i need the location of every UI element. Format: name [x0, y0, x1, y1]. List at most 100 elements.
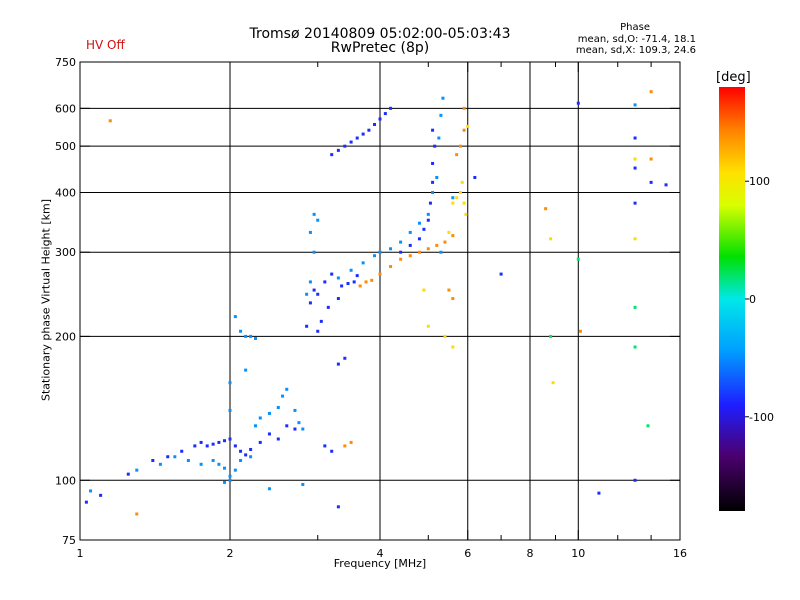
data-point: [305, 324, 309, 328]
y-tick-label: 400: [55, 186, 76, 199]
data-point: [633, 166, 637, 170]
data-point: [166, 455, 170, 459]
data-point: [633, 478, 637, 482]
data-point: [373, 123, 377, 127]
data-point: [326, 305, 330, 309]
data-point: [649, 180, 653, 184]
data-point: [158, 462, 162, 466]
data-point: [173, 455, 177, 459]
data-point: [408, 230, 412, 234]
data-point: [211, 442, 215, 446]
data-point: [308, 301, 312, 305]
data-point: [443, 240, 447, 244]
data-point: [389, 106, 393, 110]
data-point: [462, 106, 466, 110]
data-point: [361, 261, 365, 265]
data-point: [378, 250, 382, 254]
data-point: [399, 257, 403, 261]
data-point: [349, 140, 353, 144]
data-point: [217, 440, 221, 444]
phase-colorbar: [719, 87, 745, 511]
data-point: [228, 474, 232, 478]
data-point: [336, 362, 340, 366]
data-point: [267, 411, 271, 415]
data-point: [233, 468, 237, 472]
data-point: [308, 280, 312, 284]
data-point: [460, 180, 464, 184]
x-tick-label: 1: [77, 547, 84, 560]
data-point: [499, 272, 503, 276]
data-point: [267, 432, 271, 436]
colorbar-tick-label: 100: [749, 175, 770, 188]
data-point: [646, 424, 650, 428]
data-point: [422, 288, 426, 292]
data-point: [361, 132, 365, 136]
data-point: [451, 297, 455, 301]
data-point: [578, 329, 582, 333]
data-point: [323, 444, 327, 448]
data-point: [316, 292, 320, 296]
data-point: [228, 437, 232, 441]
data-point: [633, 305, 637, 309]
data-point: [336, 297, 340, 301]
phase-mean-x-mode: mean, sd,X: 109.3, 24.6: [575, 45, 696, 56]
data-point: [276, 405, 280, 409]
data-point: [316, 218, 320, 222]
data-point: [223, 466, 227, 470]
data-point: [435, 243, 439, 247]
data-point: [462, 128, 466, 132]
y-tick-label: 75: [62, 534, 76, 547]
data-point: [301, 482, 305, 486]
x-axis-label: Frequency [MHz]: [333, 557, 427, 570]
data-point: [239, 449, 243, 453]
data-point: [431, 180, 435, 184]
data-point: [431, 128, 435, 132]
data-point: [228, 408, 232, 412]
data-point: [253, 336, 257, 340]
data-point: [451, 196, 455, 200]
data-point: [352, 280, 356, 284]
data-point: [367, 128, 371, 132]
y-tick-label: 600: [55, 102, 76, 115]
data-point: [293, 408, 297, 412]
data-point: [323, 280, 327, 284]
data-point: [297, 421, 301, 425]
data-point: [99, 493, 103, 497]
data-point: [378, 117, 382, 121]
data-point: [633, 157, 637, 161]
data-point: [633, 201, 637, 205]
data-point: [330, 272, 334, 276]
data-point: [399, 250, 403, 254]
data-point: [228, 478, 232, 482]
data-point: [431, 190, 435, 194]
data-point: [258, 440, 262, 444]
data-point: [186, 458, 190, 462]
data-point: [428, 201, 432, 205]
data-point: [426, 218, 430, 222]
data-point: [389, 247, 393, 251]
y-tick-label: 200: [55, 330, 76, 343]
data-point: [349, 440, 353, 444]
data-point: [244, 334, 248, 338]
colorbar-unit-label: [deg]: [716, 70, 751, 85]
data-point: [633, 237, 637, 241]
data-point: [305, 292, 309, 296]
data-point: [544, 207, 548, 211]
data-point: [455, 196, 459, 200]
data-point: [308, 230, 312, 234]
x-tick-label: 6: [464, 547, 471, 560]
data-point: [458, 144, 462, 148]
data-point: [355, 274, 359, 278]
data-point: [336, 276, 340, 280]
data-point: [373, 254, 377, 258]
data-point: [217, 462, 221, 466]
data-point: [422, 227, 426, 231]
data-point: [426, 247, 430, 251]
data-point: [462, 201, 466, 205]
data-point: [253, 424, 257, 428]
data-point: [437, 136, 441, 140]
data-point: [433, 144, 437, 148]
data-point: [312, 212, 316, 216]
data-point: [336, 505, 340, 509]
